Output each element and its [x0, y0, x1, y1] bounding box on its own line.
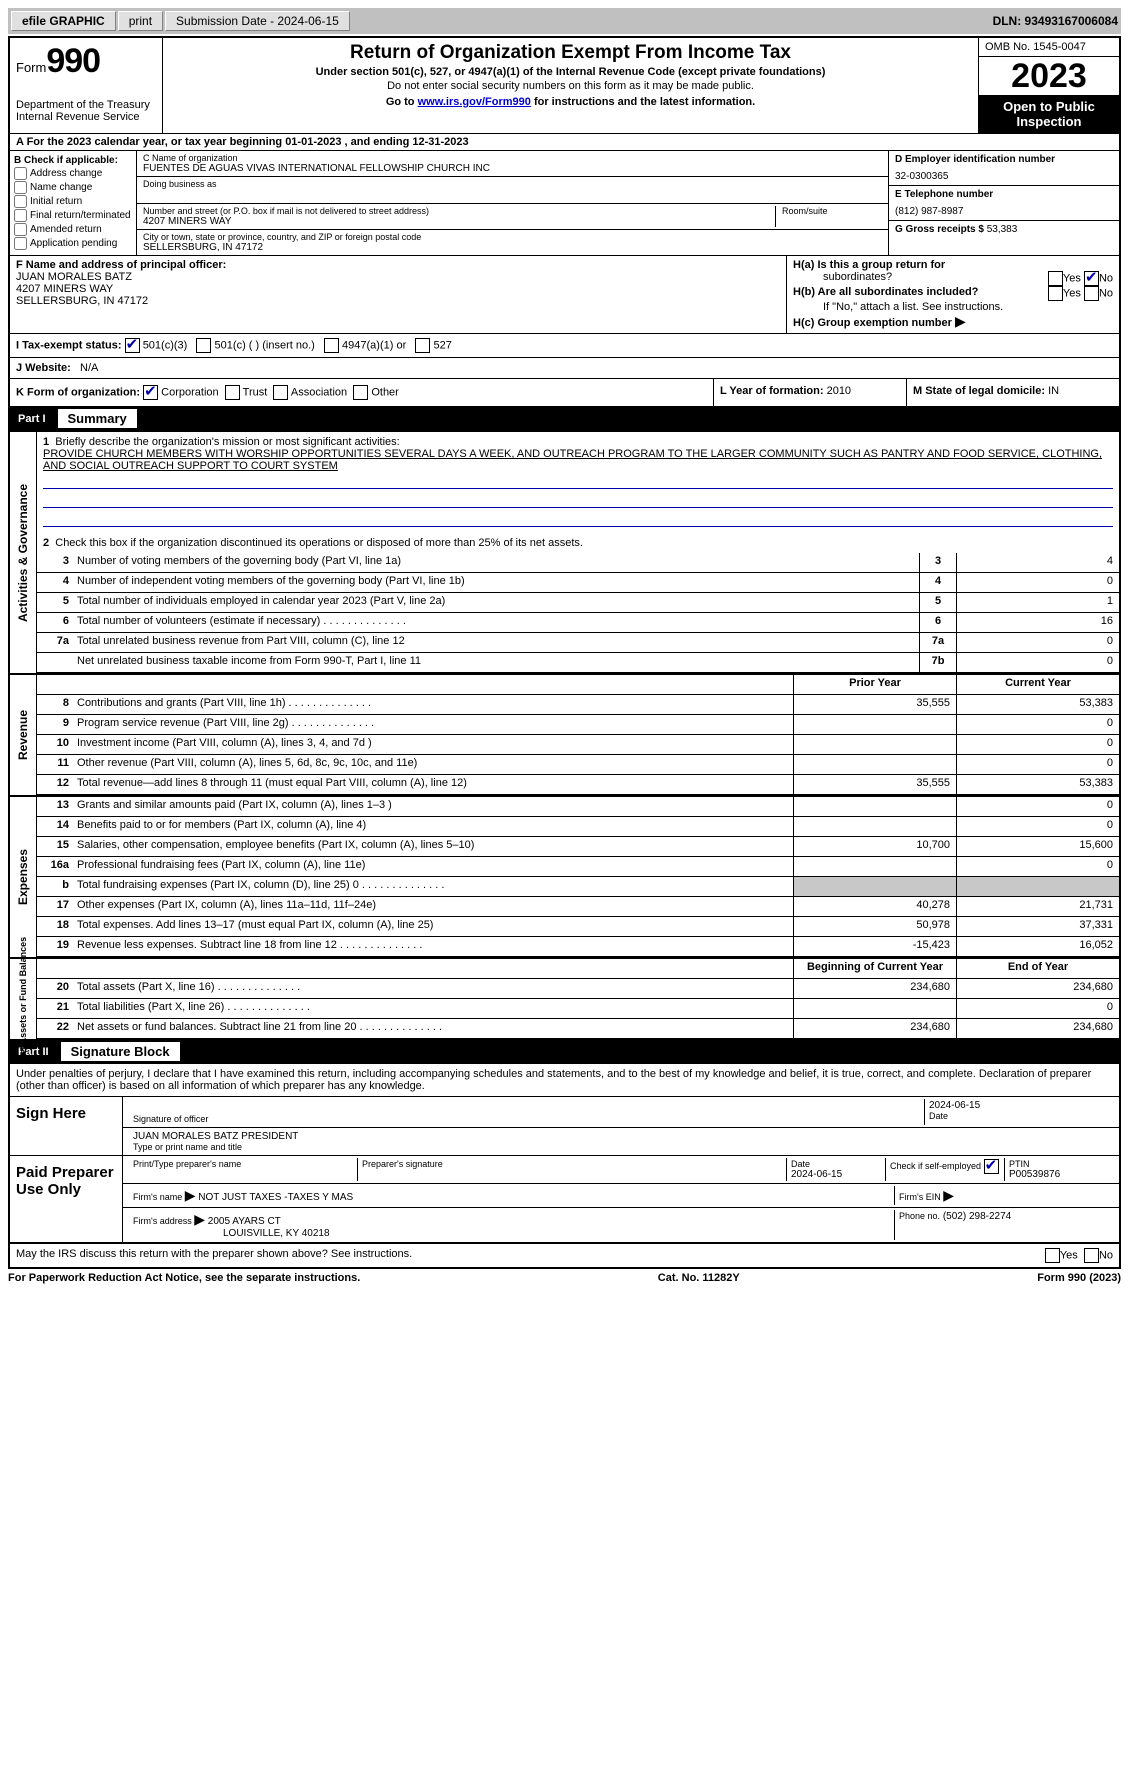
- firm-name: NOT JUST TAXES -TAXES Y MAS: [198, 1192, 353, 1203]
- form-container: Form990 Department of the TreasuryIntern…: [8, 36, 1121, 1269]
- initial-return-check[interactable]: [14, 195, 27, 208]
- table-row: 6Total number of volunteers (estimate if…: [37, 613, 1119, 633]
- dln: DLN: 93493167006084: [993, 14, 1118, 28]
- name-change-check[interactable]: [14, 181, 27, 194]
- table-row: 4Number of independent voting members of…: [37, 573, 1119, 593]
- table-row: 9Program service revenue (Part VIII, lin…: [37, 715, 1119, 735]
- table-row: 19Revenue less expenses. Subtract line 1…: [37, 937, 1119, 957]
- mission-block: 1 Briefly describe the organization's mi…: [37, 432, 1119, 533]
- open-public: Open to Public Inspection: [979, 95, 1119, 133]
- year-formation: 2010: [827, 385, 851, 397]
- discuss-row: May the IRS discuss this return with the…: [10, 1243, 1119, 1267]
- table-row: 14Benefits paid to or for members (Part …: [37, 817, 1119, 837]
- row-a: A For the 2023 calendar year, or tax yea…: [10, 133, 1119, 150]
- firm-phone: (502) 298-2274: [943, 1211, 1011, 1222]
- final-return-check[interactable]: [14, 209, 27, 222]
- irs-link[interactable]: www.irs.gov/Form990: [418, 96, 531, 108]
- section-h: H(a) Is this a group return for subordin…: [786, 256, 1119, 333]
- state-domicile: IN: [1048, 385, 1059, 397]
- table-row: 22Net assets or fund balances. Subtract …: [37, 1019, 1119, 1039]
- tax-year: 2023: [979, 57, 1119, 95]
- self-employed-check: [984, 1159, 999, 1174]
- table-row: 3Number of voting members of the governi…: [37, 553, 1119, 573]
- table-row: 17Other expenses (Part IX, column (A), l…: [37, 897, 1119, 917]
- table-row: 21Total liabilities (Part X, line 26)0: [37, 999, 1119, 1019]
- street: 4207 MINERS WAY: [143, 216, 769, 227]
- header-right: OMB No. 1545-0047 2023 Open to Public In…: [979, 38, 1119, 133]
- header-left: Form990 Department of the TreasuryIntern…: [10, 38, 163, 133]
- part2-header: Part II Signature Block: [10, 1039, 1119, 1064]
- table-row: 16aProfessional fundraising fees (Part I…: [37, 857, 1119, 877]
- vtab-revenue: Revenue: [10, 675, 37, 795]
- vtab-netassets: Net Assets or Fund Balances: [10, 959, 37, 1039]
- paid-preparer-label: Paid Preparer Use Only: [10, 1156, 123, 1242]
- table-row: Net unrelated business taxable income fr…: [37, 653, 1119, 673]
- header-mid: Return of Organization Exempt From Incom…: [163, 38, 979, 133]
- vtab-expenses: Expenses: [10, 797, 37, 957]
- ein: 32-0300365: [895, 171, 1113, 182]
- addr-change-check[interactable]: [14, 167, 27, 180]
- officer-name: JUAN MORALES BATZ PRESIDENT: [133, 1131, 1109, 1142]
- table-row: 20Total assets (Part X, line 16)234,6802…: [37, 979, 1119, 999]
- form-title: Return of Organization Exempt From Incom…: [169, 42, 972, 64]
- amended-check[interactable]: [14, 223, 27, 236]
- part1-header: Part I Summary: [10, 406, 1119, 431]
- table-row: 10Investment income (Part VIII, column (…: [37, 735, 1119, 755]
- col-d: D Employer identification number 32-0300…: [888, 151, 1119, 255]
- org-name: FUENTES DE AGUAS VIVAS INTERNATIONAL FEL…: [143, 163, 882, 174]
- page-footer: For Paperwork Reduction Act Notice, see …: [8, 1269, 1121, 1287]
- efile-label: efile GRAPHIC: [11, 11, 116, 31]
- sign-here-label: Sign Here: [10, 1097, 123, 1155]
- table-row: 18Total expenses. Add lines 13–17 (must …: [37, 917, 1119, 937]
- table-row: 5Total number of individuals employed in…: [37, 593, 1119, 613]
- vtab-activities: Activities & Governance: [10, 432, 37, 673]
- app-pending-check[interactable]: [14, 237, 27, 250]
- table-row: 13Grants and similar amounts paid (Part …: [37, 797, 1119, 817]
- website: N/A: [80, 362, 98, 374]
- col-b: B Check if applicable: Address change Na…: [10, 151, 137, 255]
- table-row: 15Salaries, other compensation, employee…: [37, 837, 1119, 857]
- table-row: 11Other revenue (Part VIII, column (A), …: [37, 755, 1119, 775]
- section-f: F Name and address of principal officer:…: [10, 256, 786, 333]
- table-row: bTotal fundraising expenses (Part IX, co…: [37, 877, 1119, 897]
- telephone: (812) 987-8987: [895, 206, 1113, 217]
- corporation-check: [143, 385, 158, 400]
- omb-number: OMB No. 1545-0047: [979, 38, 1119, 57]
- 501c3-check: [125, 338, 140, 353]
- table-row: 8Contributions and grants (Part VIII, li…: [37, 695, 1119, 715]
- submission-date: Submission Date - 2024-06-15: [165, 11, 350, 31]
- col-c: C Name of organization FUENTES DE AGUAS …: [137, 151, 888, 255]
- section-k: K Form of organization: Corporation Trus…: [10, 379, 713, 406]
- print-button[interactable]: print: [118, 11, 163, 31]
- table-row: 12Total revenue—add lines 8 through 11 (…: [37, 775, 1119, 795]
- dept-label: Department of the TreasuryInternal Reven…: [16, 99, 156, 123]
- section-i: I Tax-exempt status: 501(c)(3) 501(c) ( …: [10, 334, 1119, 357]
- group-return-no: [1084, 271, 1099, 286]
- city: SELLERSBURG, IN 47172: [143, 242, 882, 253]
- table-row: 7aTotal unrelated business revenue from …: [37, 633, 1119, 653]
- topbar: efile GRAPHIC print Submission Date - 20…: [8, 8, 1121, 34]
- mission-text: PROVIDE CHURCH MEMBERS WITH WORSHIP OPPO…: [43, 448, 1102, 472]
- ptin: P00539876: [1009, 1169, 1109, 1180]
- perjury-text: Under penalties of perjury, I declare th…: [10, 1064, 1119, 1096]
- gross-receipts: 53,383: [987, 224, 1018, 235]
- sign-date: 2024-06-15: [929, 1100, 1109, 1111]
